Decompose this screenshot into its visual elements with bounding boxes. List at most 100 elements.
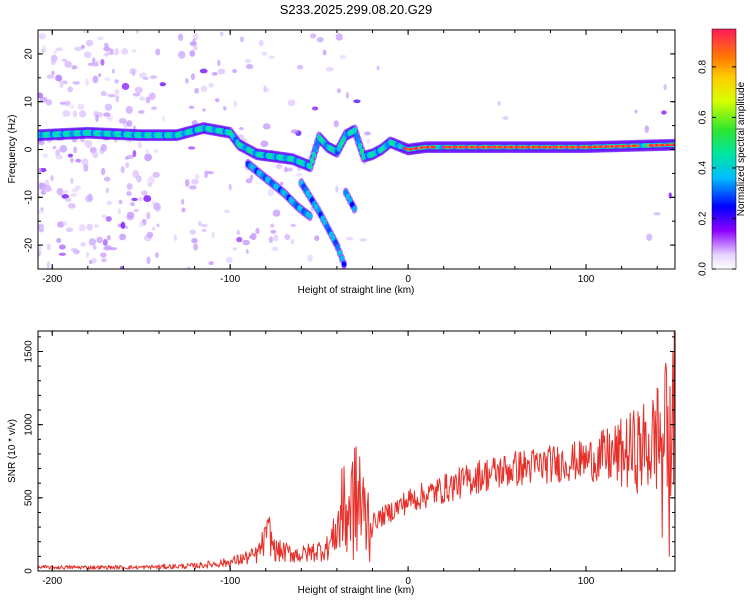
spectrogram-noise-cell	[104, 176, 111, 182]
spectrogram-noise-cell	[312, 106, 319, 111]
spectrogram-noise-cell	[284, 166, 288, 173]
spectrogram-noise-cell	[129, 68, 137, 75]
spectrogram-noise-cell	[62, 189, 69, 194]
spectrogram-ridge-cell	[357, 142, 363, 150]
snr-y-tick-label: 1500	[24, 340, 35, 363]
spectrogram-noise-cell	[102, 238, 108, 246]
spectrogram-noise-cell	[185, 78, 189, 84]
spectrogram-peak-cell	[672, 143, 675, 147]
spectrogram-noise-cell	[114, 48, 119, 56]
spectrogram-noise-cell	[186, 266, 191, 269]
spectrogram-noise-cell	[111, 68, 115, 74]
spectrogram-noise-cell	[42, 153, 49, 158]
spectrogram-noise-cell	[161, 115, 166, 122]
spectrogram-noise-cell	[58, 244, 66, 250]
spectrogram-noise-cell	[188, 185, 197, 190]
spectrogram-x-tick-label: 0	[405, 274, 411, 285]
spectrogram-noise-cell	[126, 190, 132, 197]
spectrogram-noise-cell	[290, 129, 299, 134]
spectrogram-noise-cell	[103, 91, 108, 96]
snr-x-tick-label: -100	[220, 576, 240, 587]
spectrogram-noise-cell	[109, 48, 114, 53]
spectrogram-noise-cell	[236, 229, 240, 236]
spectrogram-noise-cell	[103, 46, 111, 52]
spectrogram-noise-cell	[152, 171, 160, 178]
spectrogram-noise-cell	[192, 45, 198, 51]
spectrogram-noise-cell	[333, 120, 339, 128]
spectrogram-noise-cell	[124, 225, 129, 230]
spectrogram-noise-cell	[56, 237, 62, 244]
spectrogram-noise-cell	[81, 158, 89, 166]
spectrogram-noise-cell	[353, 99, 361, 104]
spectrogram-noise-cell	[39, 226, 44, 230]
spectrogram-noise-cell	[88, 238, 97, 246]
spectrogram-noise-cell	[149, 75, 158, 79]
spectrogram-noise-cell	[75, 158, 82, 163]
spectrogram-noise-cell	[114, 79, 120, 84]
spectrogram-noise-cell	[269, 223, 275, 228]
spectrogram-noise-cell	[206, 171, 214, 175]
spectrogram-noise-cell	[260, 140, 269, 148]
spectrogram-noise-cell	[67, 86, 74, 93]
spectrogram-noise-cell	[61, 58, 68, 62]
snr-frame	[37, 330, 676, 572]
spectrogram-noise-cell	[62, 220, 68, 227]
spectrogram-noise-cell	[50, 174, 54, 182]
spectrogram-noise-cell	[104, 103, 113, 111]
spectrogram-noise-cell	[38, 33, 47, 40]
spectrogram-noise-cell	[366, 138, 371, 144]
spectrogram-noise-cell	[188, 146, 196, 150]
spectrogram-noise-cell	[103, 246, 111, 251]
spectrogram-noise-cell	[115, 95, 120, 103]
spectrogram-noise-cell	[46, 74, 55, 79]
spectrogram-y-tick-label: -10	[24, 190, 35, 205]
spectrogram-ridge-cell	[311, 151, 316, 158]
spectrogram-noise-cell	[262, 123, 271, 130]
spectrogram-noise-cell	[151, 106, 158, 110]
spectrogram-noise-cell	[136, 176, 141, 182]
spectrogram-noise-cell	[46, 243, 51, 251]
spectrogram-noise-cell	[201, 228, 207, 232]
spectrogram-noise-cell	[275, 163, 283, 170]
spectrogram-noise-cell	[82, 30, 88, 34]
spectrogram-noise-cell	[217, 68, 226, 75]
spectrogram-noise-cell	[139, 96, 145, 101]
spectrogram-noise-cell	[255, 227, 260, 234]
spectrogram-noise-cell	[57, 221, 65, 228]
spectrogram-noise-cell	[663, 84, 667, 91]
spectrogram-noise-cell	[117, 208, 122, 215]
spectrogram-noise-cell	[86, 223, 93, 231]
spectrogram-noise-cell	[38, 167, 42, 174]
snr-series-line	[38, 331, 675, 570]
spectrogram-noise-cell	[55, 74, 63, 82]
spectrogram-noise-cell	[118, 118, 127, 124]
spectrogram-noise-cell	[653, 212, 661, 216]
spectrogram-noise-cell	[137, 196, 143, 202]
spectrogram-noise-cell	[189, 50, 196, 57]
spectrogram-noise-cell	[224, 209, 230, 214]
spectrogram-noise-cell	[132, 92, 141, 97]
spectrogram-noise-cell	[146, 231, 154, 238]
spectrogram-peak-cell	[636, 144, 640, 148]
spectrogram-noise-cell	[661, 110, 667, 115]
spectrogram-noise-cell	[100, 143, 107, 152]
spectrogram-ridge-cell	[307, 213, 313, 220]
spectrogram-noise-cell	[185, 179, 190, 187]
snr-x-tick-label: 100	[578, 576, 595, 587]
colorbar-tick-label: 0.8	[698, 60, 709, 74]
spectrogram-noise-cell	[258, 39, 264, 47]
spectrogram-noise-cell	[273, 234, 279, 242]
spectrogram-noise-cell	[178, 50, 186, 59]
spectrogram-noise-cell	[290, 238, 295, 245]
spectrogram-noise-cell	[87, 62, 95, 67]
spectrogram-noise-cell	[38, 245, 42, 252]
spectrogram-noise-cell	[64, 60, 72, 68]
spectrogram-ridge-cell	[315, 140, 320, 147]
snr-y-tick-label: 1000	[24, 413, 35, 436]
spectrogram-noise-cell	[108, 51, 114, 56]
spectrogram-noise-cell	[55, 47, 63, 52]
spectrogram-noise-cell	[92, 75, 99, 84]
spectrogram-noise-cell	[39, 96, 48, 103]
spectrogram-noise-cell	[497, 100, 501, 107]
